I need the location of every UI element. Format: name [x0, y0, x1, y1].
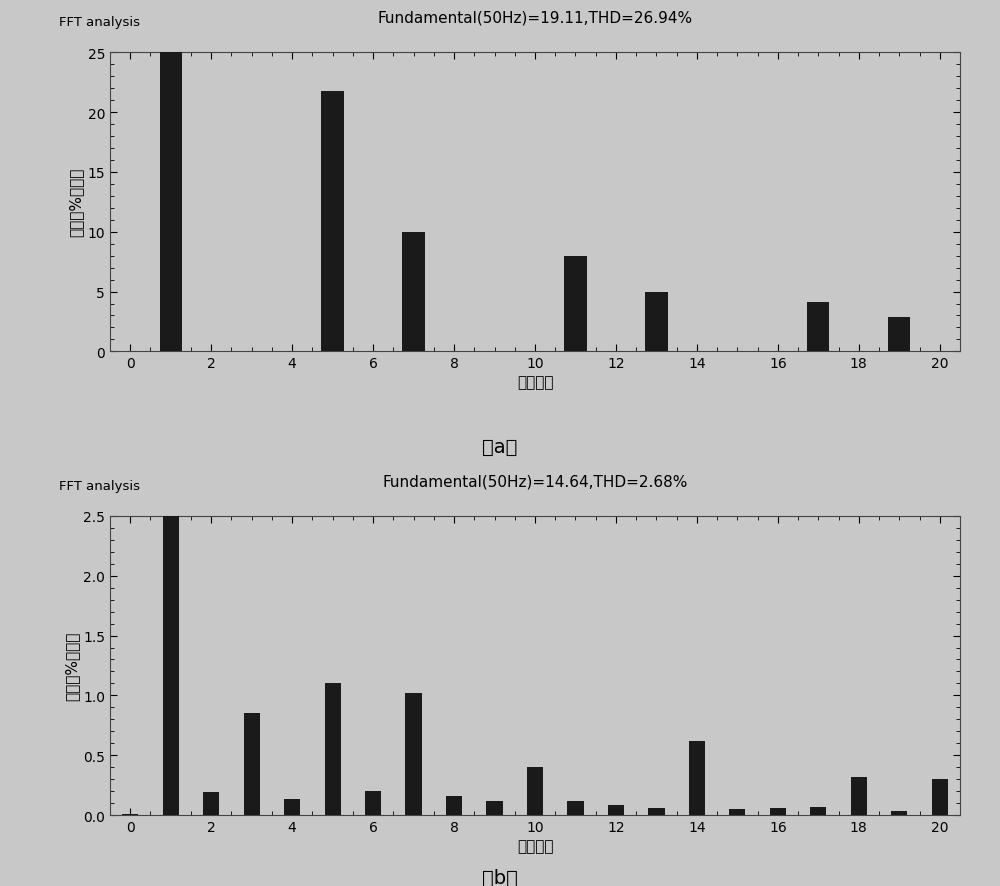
Bar: [527, 767, 543, 815]
Bar: [645, 292, 668, 352]
Bar: [244, 713, 260, 815]
Text: FFT analysis: FFT analysis: [59, 16, 140, 29]
Bar: [122, 814, 138, 815]
Bar: [321, 91, 344, 352]
X-axis label: 谐波次数: 谐波次数: [517, 375, 553, 390]
Bar: [810, 807, 826, 815]
Title: Fundamental(50Hz)=19.11,THD=26.94%: Fundamental(50Hz)=19.11,THD=26.94%: [377, 11, 693, 26]
Bar: [203, 792, 219, 815]
Bar: [325, 684, 341, 815]
Bar: [807, 303, 829, 352]
Text: （a）: （a）: [482, 438, 518, 457]
Bar: [446, 796, 462, 815]
Y-axis label: 幅値（%基波）: 幅値（%基波）: [64, 631, 79, 700]
Text: （b）: （b）: [482, 867, 518, 886]
Bar: [891, 812, 907, 815]
Title: Fundamental(50Hz)=14.64,THD=2.68%: Fundamental(50Hz)=14.64,THD=2.68%: [382, 474, 688, 489]
Bar: [564, 256, 587, 352]
Bar: [405, 693, 422, 815]
Bar: [770, 808, 786, 815]
Bar: [567, 801, 584, 815]
Bar: [486, 801, 503, 815]
Bar: [284, 799, 300, 815]
X-axis label: 谐波次数: 谐波次数: [517, 838, 553, 853]
Bar: [888, 317, 910, 352]
Bar: [402, 232, 425, 352]
Text: FFT analysis: FFT analysis: [59, 479, 140, 493]
Bar: [163, 510, 179, 815]
Bar: [608, 805, 624, 815]
Bar: [729, 809, 745, 815]
Bar: [851, 777, 867, 815]
Bar: [932, 780, 948, 815]
Bar: [689, 741, 705, 815]
Bar: [648, 808, 665, 815]
Bar: [365, 791, 381, 815]
Bar: [160, 47, 182, 352]
Y-axis label: 幅値（%基波）: 幅値（%基波）: [68, 168, 83, 237]
